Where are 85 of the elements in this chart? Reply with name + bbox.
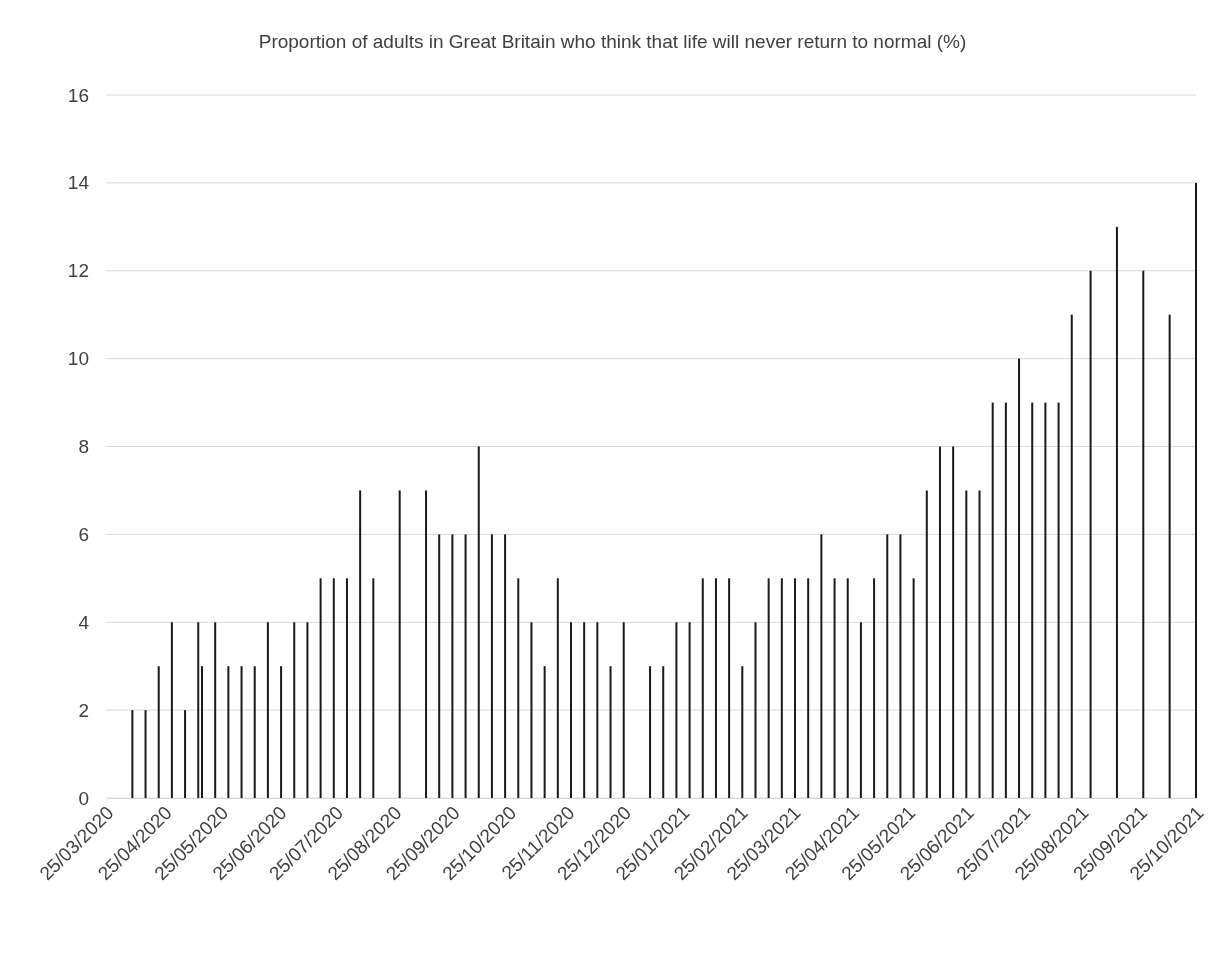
bar <box>332 578 335 798</box>
bar <box>1195 182 1197 798</box>
bar <box>609 666 612 798</box>
bar <box>184 710 187 798</box>
bar <box>873 578 876 798</box>
y-tick-label: 16 <box>67 84 89 106</box>
bar <box>649 666 652 798</box>
bar <box>938 446 941 798</box>
bar <box>240 666 243 798</box>
bar <box>622 622 625 798</box>
bar <box>754 622 757 798</box>
bar <box>197 622 200 798</box>
bar <box>280 666 283 798</box>
bar <box>253 666 256 798</box>
bar <box>991 402 994 798</box>
bar <box>583 622 586 798</box>
bar <box>1004 402 1007 798</box>
bar <box>214 622 217 798</box>
bar <box>569 622 572 798</box>
bar <box>464 534 467 798</box>
y-tick-label: 8 <box>78 436 89 458</box>
bar <box>1142 270 1145 798</box>
bar <box>714 578 717 798</box>
bar <box>728 578 731 798</box>
bar <box>794 578 797 798</box>
bar <box>1044 402 1047 798</box>
bar <box>306 622 309 798</box>
bar <box>965 490 968 798</box>
bar <box>144 710 147 798</box>
bar <box>227 666 230 798</box>
bar <box>372 578 375 798</box>
bar <box>543 666 546 798</box>
bar <box>1031 402 1034 798</box>
bar <box>767 578 770 798</box>
bar <box>319 578 322 798</box>
bar <box>899 534 902 798</box>
bar <box>833 578 836 798</box>
bar <box>359 490 362 798</box>
y-tick-label: 2 <box>78 699 89 721</box>
bar <box>741 666 744 798</box>
bar <box>846 578 849 798</box>
bar <box>925 490 928 798</box>
bar <box>438 534 441 798</box>
bar <box>398 490 401 798</box>
bar <box>1070 314 1073 798</box>
bar <box>1168 314 1171 798</box>
bar <box>978 490 981 798</box>
bar <box>807 578 810 798</box>
bar <box>912 578 915 798</box>
bar <box>701 578 704 798</box>
bar <box>490 534 493 798</box>
bar <box>1057 402 1060 798</box>
bar <box>662 666 665 798</box>
y-tick-label: 12 <box>67 260 89 282</box>
bar <box>1115 226 1118 798</box>
bar <box>504 534 507 798</box>
bar <box>1018 358 1021 798</box>
bar <box>596 622 599 798</box>
bar <box>820 534 823 798</box>
bar <box>345 578 348 798</box>
bar <box>688 622 691 798</box>
y-tick-label: 6 <box>78 523 89 545</box>
bar <box>780 578 783 798</box>
bar <box>131 710 134 798</box>
bar <box>675 622 678 798</box>
chart-title: Proportion of adults in Great Britain who think that life will never return to normal (%) <box>258 31 967 52</box>
bar <box>952 446 955 798</box>
bar <box>530 622 533 798</box>
bar <box>1089 270 1092 798</box>
bar <box>556 578 559 798</box>
bar <box>201 666 204 798</box>
bar <box>170 622 173 798</box>
bar <box>886 534 889 798</box>
bar <box>517 578 520 798</box>
bar <box>266 622 269 798</box>
y-tick-label: 14 <box>67 172 90 194</box>
bar <box>859 622 862 798</box>
bar <box>425 490 428 798</box>
bar <box>293 622 296 798</box>
bar <box>477 446 480 798</box>
y-tick-label: 4 <box>78 611 90 633</box>
bar <box>451 534 454 798</box>
y-tick-label: 10 <box>67 348 89 370</box>
bar <box>157 666 160 798</box>
y-tick-label: 0 <box>78 787 89 809</box>
